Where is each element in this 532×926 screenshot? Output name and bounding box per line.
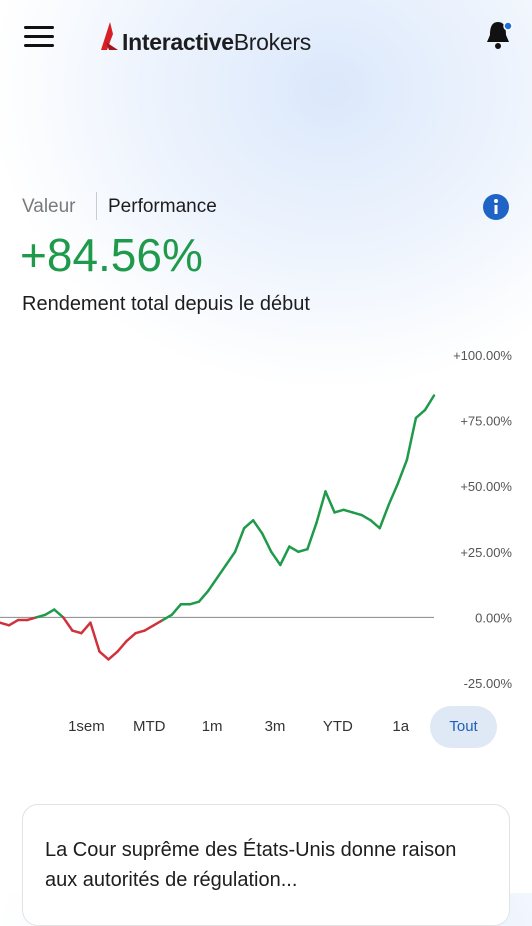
line-segment [260,532,273,554]
line-segment [188,600,201,606]
notification-icon[interactable] [484,18,516,52]
line-segment [116,639,128,653]
range-button[interactable]: 1m [201,718,223,735]
line-segment [288,545,300,554]
line-segment [270,550,282,567]
line-segment [242,519,255,530]
line-segment [387,482,400,506]
range-button[interactable]: 1a [392,718,410,735]
line-segment [324,490,336,514]
line-segment [152,618,164,627]
menu-bar [24,26,54,29]
line-segment [315,490,327,525]
y-tick-label: +50.00% [460,479,512,494]
line-segment [369,519,381,530]
y-tick-label: +100.00% [453,348,512,363]
line-segment [143,624,155,632]
line-segment [170,603,183,617]
performance-caption: Rendement total depuis le début [22,293,310,315]
line-segment [80,621,92,635]
line-segment [125,631,137,643]
line-segment [0,621,11,627]
y-tick-label: -25.00% [464,676,513,691]
tab[interactable]: Valeur [22,196,76,217]
chart: +100.00% +75.00% +50.00% +25.00% 0.00% -25.00… [0,348,513,691]
line-segment [297,547,309,554]
y-tick-label: +25.00% [460,545,512,560]
line-segment [396,458,409,485]
line-segment [134,629,146,635]
y-tick-label: 0.00% [475,610,512,625]
line-segment [360,513,372,522]
line-segment [62,616,74,632]
line-segment [333,508,345,514]
line-segment [251,519,264,535]
line-segment [25,616,38,622]
range-button[interactable]: YTD [322,718,353,735]
line-segment [224,550,237,567]
range-button[interactable]: 3m [264,718,286,735]
news-headline: La Cour suprême des États-Unis donne rai… [45,839,457,891]
line-segment [233,526,246,554]
logo-light: Brokers [233,29,311,55]
logo[interactable]: InteractiveBrokers [122,29,311,56]
line-segment [342,508,354,514]
range-button-selected[interactable]: Tout [430,706,497,748]
menu-icon[interactable] [24,26,54,48]
line-segment [98,650,110,661]
line-segment [378,503,391,530]
menu-bar [24,35,54,38]
line-segment [405,416,418,462]
line-segment [34,613,47,619]
info-icon[interactable] [482,193,510,221]
tab-divider [96,192,97,220]
line-segment [197,589,210,603]
news-card[interactable]: La Cour suprême des États-Unis donne rai… [22,804,510,926]
y-tick-label: +75.00% [460,414,512,429]
tab-active[interactable]: Performance [108,196,217,217]
line-segment [423,394,436,412]
line-segment [7,618,20,627]
line-segment [107,650,119,661]
line-segment [71,629,83,635]
line-segment [215,563,228,580]
line-segment [89,621,101,653]
range-button[interactable]: MTD [133,718,166,735]
line-segment [43,608,56,617]
range-button[interactable]: 1sem [68,718,105,735]
performance-value: +84.56% [20,229,203,281]
line-segment [414,408,427,420]
line-segment [161,613,174,622]
line-segment [306,521,318,551]
logo-mark [101,22,118,50]
line-segment [53,608,65,619]
menu-bar [24,44,54,47]
logo-bold: Interactive [122,29,234,55]
line-segment [279,545,291,567]
line-segment [351,511,363,517]
range-selector: 1sem MTD 1m 3m YTD 1a Tout [55,706,497,748]
line-segment [206,576,219,593]
